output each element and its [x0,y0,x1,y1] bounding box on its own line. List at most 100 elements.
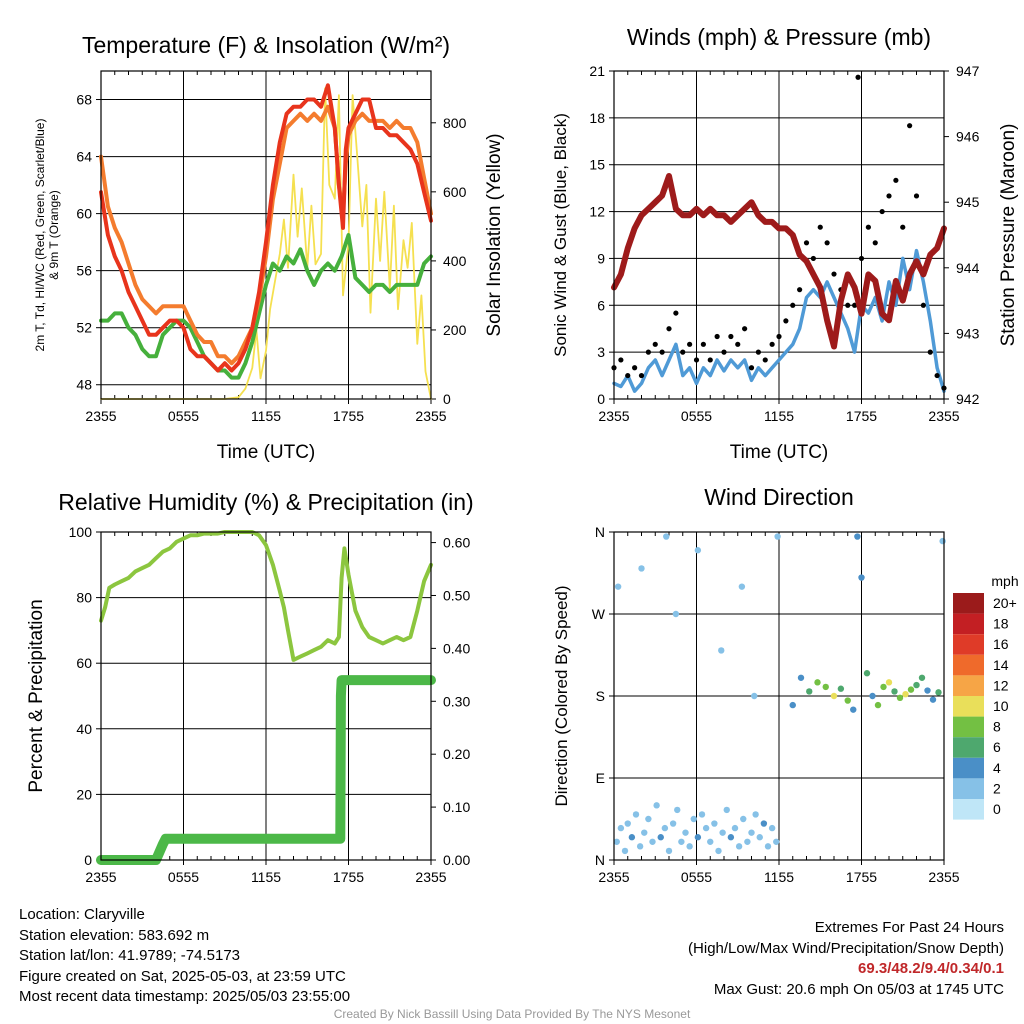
gust-point [652,341,658,347]
sonic-wind-line [612,248,946,393]
gust-point [748,365,755,371]
x-tick-label: 1155 [764,408,794,424]
station-info: Location: Claryville Station elevation: … [19,905,350,1008]
x-tick-label: 1755 [333,408,364,424]
winds-panel: Winds (mph) & Pressure (mb) 2355 0555 1155 1… [551,24,1019,463]
station-pressure-line [611,173,947,350]
gust-point [817,224,823,230]
gust-point [886,193,892,199]
y-tick-label: 18 [589,110,605,126]
wind-direction-point [902,690,909,698]
wind-direction-point [768,824,776,832]
wind-direction-point [645,815,652,823]
legend-swatch [953,757,984,779]
y-tick-label: 64 [76,149,92,165]
gust-point [824,240,830,246]
wind-direction-point [891,688,898,695]
gust-point [638,372,645,379]
legend-label: 16 [993,636,1009,652]
legend-label: 14 [993,657,1009,673]
wind-direction-point [756,834,763,841]
wind-direction-point [896,694,904,702]
x-tick-label: 2355 [598,408,629,424]
wind-direction-point [830,692,838,700]
y-tick-label: 40 [76,721,92,737]
gust-point [920,302,926,308]
gust-point [845,302,851,308]
x-tick-label: 1155 [764,869,794,885]
gust-point [831,271,837,277]
extremes-values: 69.3/48.2/9.4/0.34/0.1 [858,960,1004,977]
x-tick-label: 0555 [681,408,712,424]
credit-line: Created By Nick Bassill Using Data Provi… [333,1007,691,1021]
speed-legend: mph 20+ 18 16 14 12 10 8 6 4 2 0 [953,573,1019,820]
y-tick-label: E [596,770,605,786]
gust-point [879,208,885,215]
legend-label: 10 [993,698,1009,714]
gust-point [803,240,810,246]
relative-humidity-line [99,530,433,662]
wind-direction-point [690,815,697,823]
gust-point [666,326,672,332]
x-axis-label: Time (UTC) [217,442,316,463]
wind-direction-point [672,610,680,618]
legend-label: 12 [993,677,1009,693]
y-tick-label: 20 [76,786,92,802]
y2-tick-label: 0 [443,391,451,407]
wind-direction-point [617,824,625,832]
plot-frame [100,531,432,861]
y-tick-label: 6 [597,297,605,313]
x-axis-label: Time (UTC) [730,442,829,463]
humidity-panel: Relative Humidity (%) & Precipitation (i… [26,489,474,885]
wind-direction-point [929,696,937,703]
wind-direction-point [797,674,805,681]
extremes-info: Extremes For Past 24 Hours (High/Low/Max… [688,918,1004,1000]
wind-direction-point [858,574,865,581]
gust-point [769,341,775,347]
legend-title: mph [991,573,1018,589]
y-axis-label: Direction (Colored By Speed) [552,585,571,806]
y2-tick-label: 0.60 [443,535,470,551]
gust-point [632,365,638,371]
y-tick-label: 12 [589,204,605,220]
station-latlon: Station lat/lon: 41.9789; -74.5173 [19,947,241,964]
y2-tick-label: 600 [443,184,467,200]
y2-tick-label: 400 [443,253,467,269]
legend-label: 8 [993,719,1001,735]
wind-direction-point [814,679,821,686]
gust-point [858,255,865,262]
y-tick-label: S [596,688,605,704]
y2-tick-label: 946 [956,129,980,145]
wind-direction-point [748,829,755,836]
panel-title: Temperature (F) & Insolation (W/m²) [82,32,450,58]
x-tick-label: 2355 [928,869,959,885]
wind-direction-point [638,565,645,572]
x-tick-label: 2355 [928,408,959,424]
plot-frame [613,531,945,861]
gust-point [927,349,933,355]
wind-direction-point [774,533,781,540]
wind-direction-point [657,834,664,841]
gust-point [762,357,768,363]
x-tick-label: 1755 [333,869,364,885]
x-tick-label: 2355 [598,869,629,885]
figure-created: Figure created on Sat, 2025-05-03, at 23… [19,967,346,985]
x-tick-label: 1755 [846,408,877,424]
gust-point [735,341,741,347]
gust-point [810,255,816,262]
wind-direction-point [907,686,915,693]
gust-point [776,333,782,340]
y-tick-label: W [592,606,606,622]
max-gust: Max Gust: 20.6 mph On 05/03 at 1745 UTC [713,980,1004,998]
gust-point [865,224,871,230]
extremes-subtitle: (High/Low/Max Wind/Precipitation/Snow De… [688,939,1004,957]
gust-point [755,349,761,355]
wind-direction-point [674,806,681,814]
wind-direction-point [702,824,710,832]
y-tick-label: 0 [84,852,92,868]
gust-point [872,240,878,246]
wind-direction-point [694,547,702,554]
legend-swatch [953,654,984,676]
wind-direction-point [723,806,730,814]
gust-point [900,224,906,230]
